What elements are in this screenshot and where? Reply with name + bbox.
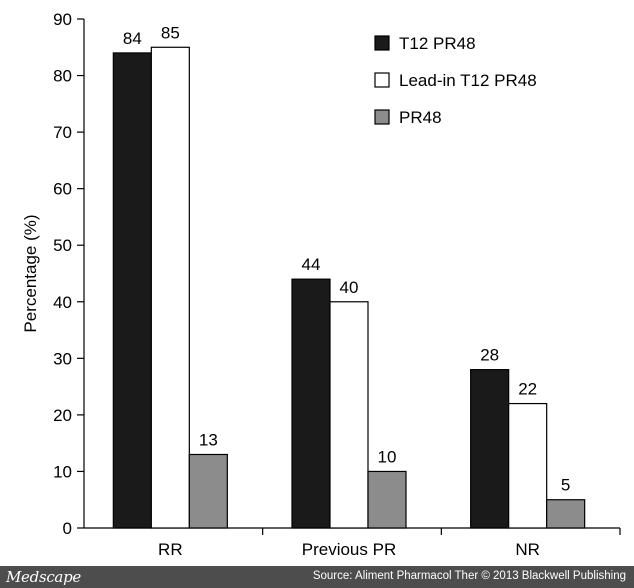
legend-label: PR48 (399, 108, 442, 127)
bar (546, 499, 586, 529)
bar-data-label: 5 (561, 476, 570, 495)
legend-swatch (374, 109, 390, 125)
y-tick-label: 30 (53, 349, 72, 368)
bar (112, 52, 152, 529)
bar-data-label: 84 (123, 29, 142, 48)
bar (291, 278, 331, 529)
bar (470, 369, 510, 529)
source-credit: Source: Aliment Pharmacol Ther © 2013 Bl… (312, 570, 626, 582)
bar (508, 402, 548, 529)
legend-swatch (374, 72, 390, 88)
y-tick-label: 80 (53, 67, 72, 86)
y-tick-label: 10 (53, 462, 72, 481)
legend-label: T12 PR48 (399, 34, 476, 53)
bar-chart: 0 10 20 30 40 50 60 70 80 90 Percentage (%) RR 84 85 1… (21, 10, 621, 559)
y-tick-label: 50 (53, 236, 72, 255)
bar-data-label: 13 (199, 430, 218, 449)
y-axis-title: Percentage (%) (21, 214, 40, 332)
x-tick-label: NR (515, 540, 540, 559)
y-tick-label: 0 (63, 519, 72, 538)
legend-label: Lead-in T12 PR48 (399, 71, 537, 90)
y-tick-label: 40 (53, 293, 72, 312)
bar-data-label: 10 (378, 447, 397, 466)
y-tick-label: 90 (53, 10, 72, 29)
y-tick-label: 20 (53, 406, 72, 425)
x-tick-label: Previous PR (302, 540, 396, 559)
bar-data-label: 85 (161, 23, 180, 42)
bar (188, 453, 228, 529)
bar (367, 470, 407, 529)
y-tick-label: 70 (53, 123, 72, 142)
medscape-logo: Medscape (6, 568, 81, 586)
bar (150, 46, 190, 529)
bar-data-label: 22 (518, 380, 537, 399)
bar-data-label: 28 (480, 346, 499, 365)
y-tick-label: 60 (53, 180, 72, 199)
legend-swatch (374, 35, 390, 51)
bar (329, 301, 369, 529)
bar-data-label: 40 (340, 278, 359, 297)
footer-bar: Medscape Source: Aliment Pharmacol Ther … (0, 566, 634, 588)
x-tick-label: RR (158, 540, 183, 559)
bar-data-label: 44 (302, 255, 321, 274)
